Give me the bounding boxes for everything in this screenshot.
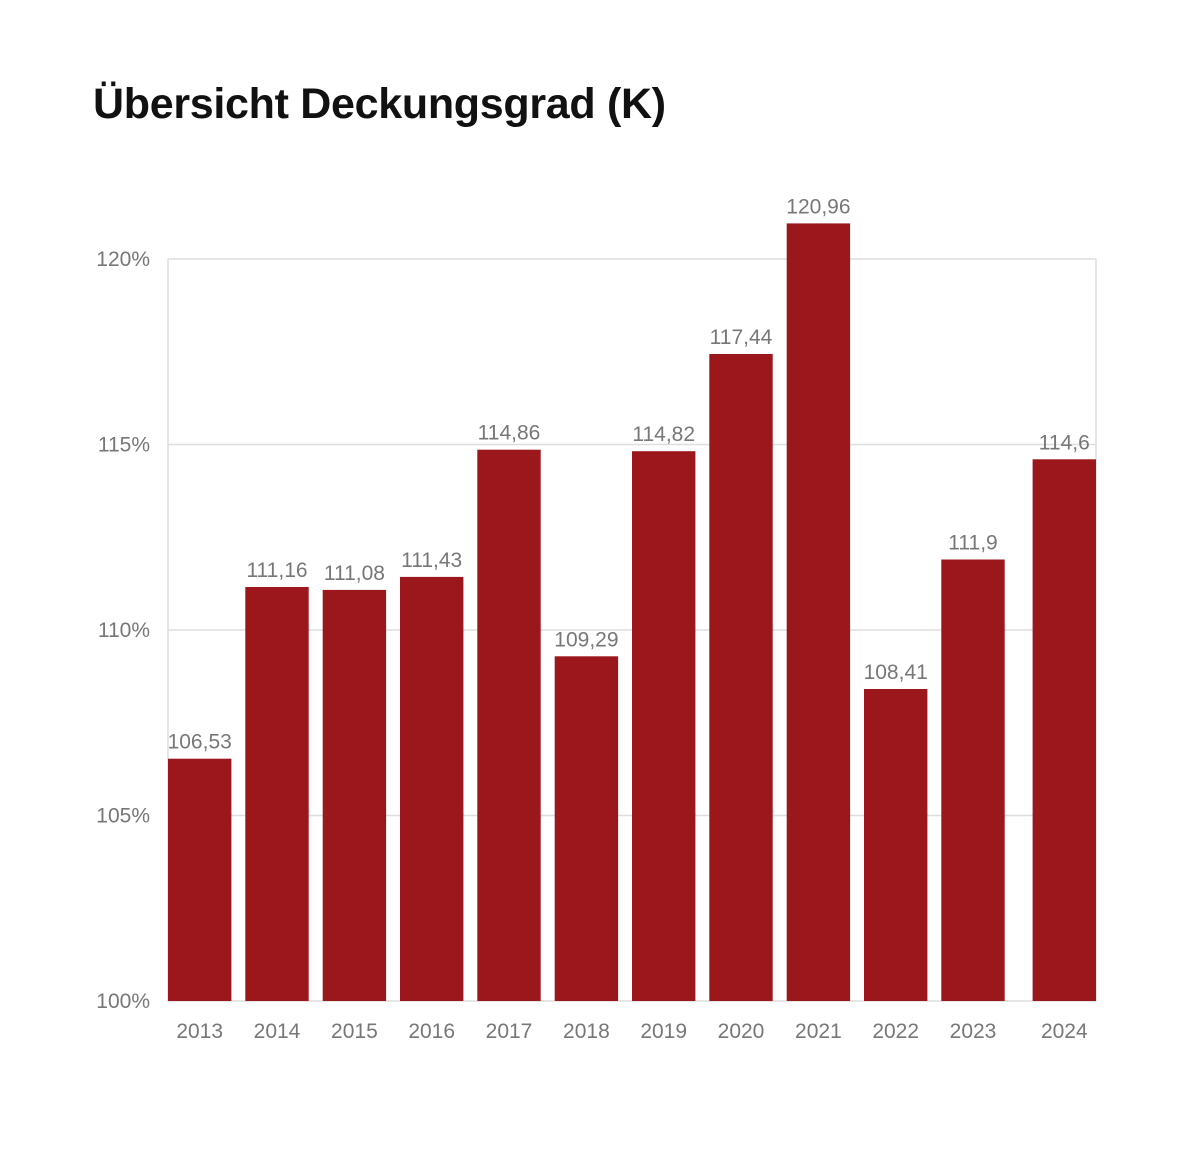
bars — [168, 223, 1096, 1001]
bar-2017 — [477, 449, 541, 1001]
bar-2013 — [168, 758, 232, 1001]
y-tick-label: 115% — [98, 434, 150, 457]
x-axis-ticks: 2013 2014 2015 2016 2017 2018 2019 2020 2021 2022… — [176, 1020, 1088, 1043]
x-tick-label-2024: 2024 — [1041, 1020, 1088, 1043]
bar-2024 — [1032, 459, 1096, 1001]
bar-2021 — [786, 223, 851, 1001]
data-label-2018: 109,29 — [554, 628, 618, 651]
x-tick-label-2023: 2023 — [950, 1020, 997, 1043]
x-tick-label-2021: 2021 — [795, 1020, 842, 1043]
data-label-2023: 111,9 — [948, 532, 997, 555]
x-tick-label-2018: 2018 — [563, 1020, 610, 1043]
y-tick-label: 105% — [96, 805, 150, 828]
x-tick-label-2015: 2015 — [331, 1020, 378, 1043]
data-label-2022: 108,41 — [864, 661, 928, 684]
y-tick-label: 120% — [96, 248, 150, 271]
data-label-2014: 111,16 — [246, 559, 307, 582]
data-label-2024: 114,6 — [1039, 431, 1090, 454]
bar-2016 — [400, 576, 464, 1001]
x-tick-label-2013: 2013 — [176, 1020, 223, 1043]
y-axis-ticks: 100% 105% 110% 115% 120% — [96, 248, 150, 1013]
data-label-2015: 111,08 — [324, 562, 385, 585]
data-labels: 106,53 111,16 111,08 111,43 114,86 109,29 114,… — [168, 195, 1090, 753]
x-tick-label-2017: 2017 — [486, 1020, 533, 1043]
data-label-2021: 120,96 — [786, 195, 850, 218]
bar-2014 — [245, 587, 309, 1001]
data-label-2017: 114,86 — [478, 422, 541, 445]
data-label-2020: 117,44 — [710, 326, 773, 349]
x-tick-label-2020: 2020 — [718, 1020, 765, 1043]
bar-2023 — [941, 559, 1005, 1001]
bar-2015 — [322, 589, 387, 1001]
y-tick-label: 100% — [96, 990, 150, 1013]
y-tick-label: 110% — [98, 619, 150, 642]
x-tick-label-2014: 2014 — [254, 1020, 301, 1043]
chart-title: Übersicht Deckungsgrad (K) — [93, 80, 666, 128]
data-label-2013: 106,53 — [168, 731, 232, 754]
x-tick-label-2019: 2019 — [640, 1020, 687, 1043]
bar-2022 — [864, 689, 928, 1001]
data-label-2019: 114,82 — [632, 423, 695, 446]
x-tick-label-2022: 2022 — [872, 1020, 919, 1043]
data-label-2016: 111,43 — [401, 549, 462, 572]
bar-2020 — [709, 354, 773, 1001]
bar-2018 — [554, 656, 619, 1001]
bar-2019 — [632, 451, 696, 1001]
x-tick-label-2016: 2016 — [408, 1020, 455, 1043]
